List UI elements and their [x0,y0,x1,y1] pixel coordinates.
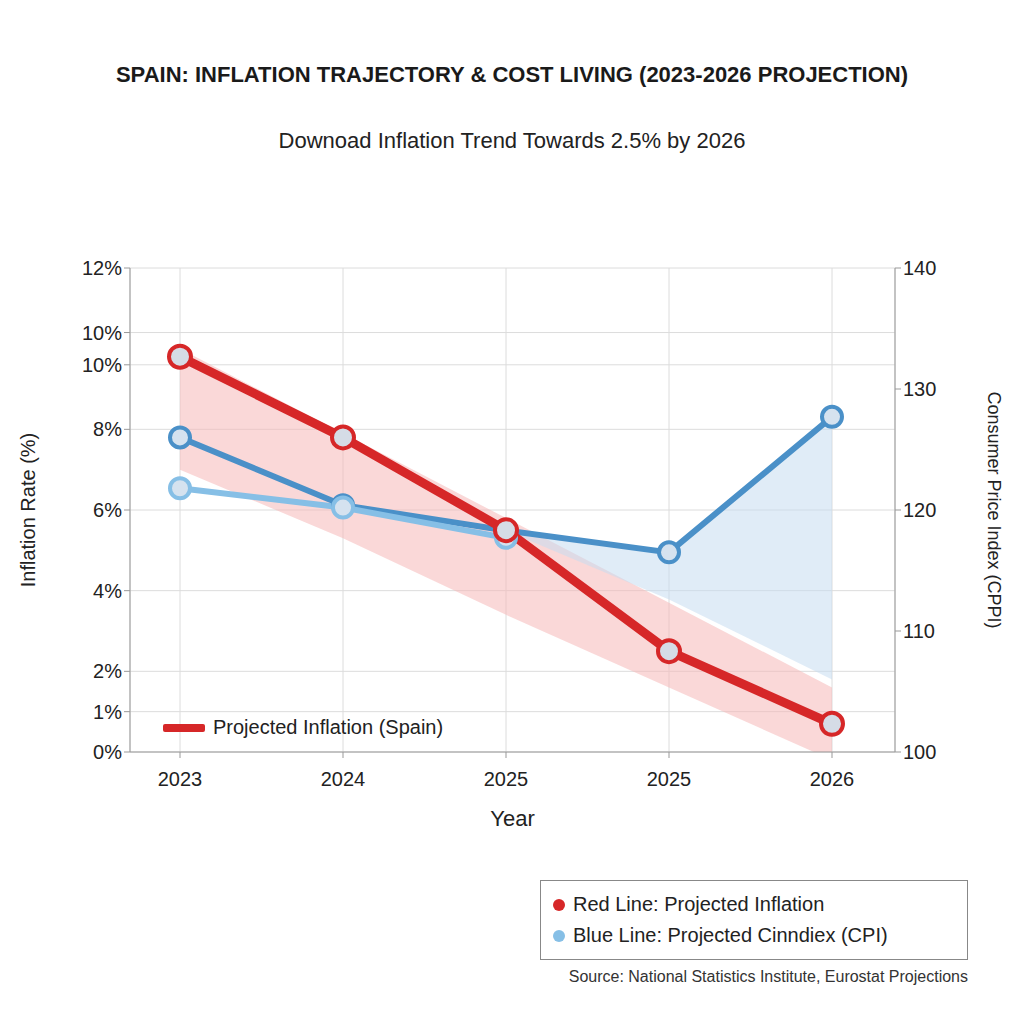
svg-text:10%: 10% [82,354,122,376]
svg-text:100: 100 [903,741,936,763]
svg-text:2025: 2025 [484,768,529,790]
html-text:Projected Inflation (Spain): Projected Inflation (Spain) [213,716,444,738]
svg-text:140: 140 [903,257,936,279]
svg-text:120: 120 [903,499,936,521]
svg-text:12%: 12% [82,257,122,279]
svg-text:2023: 2023 [158,768,203,790]
svg-text:Consumer Price Index (CPPI): Consumer Price Index (CPPI) [984,391,1004,628]
svg-text:2025: 2025 [647,768,692,790]
svg-text:110: 110 [903,620,935,642]
svg-text:8%: 8% [93,418,122,440]
svg-text:130: 130 [903,378,936,400]
svg-text:2%: 2% [93,660,122,682]
html-text:Blue Line: Projected Cinndiex: Blue Line: Projected Cinndiex (CPI) [573,924,888,946]
svg-text:4%: 4% [93,580,122,602]
svg-text:0%: 0% [93,741,122,763]
svg-text:6%: 6% [93,499,122,521]
svg-text:Year: Year [490,806,534,831]
html-text:Downoad Inflation Trend Toward: Downoad Inflation Trend Towards 2.5% by … [278,128,746,153]
svg-text:1%: 1% [93,701,122,723]
html-text:SPAIN: INFLATION TRAJECTORY &: SPAIN: INFLATION TRAJECTORY & COST LIVIN… [115,62,909,87]
html-text:Red Line: Projected Inflation: Red Line: Projected Inflation [573,893,825,915]
svg-text:Inflation Rate (%): Inflation Rate (%) [17,433,39,588]
svg-text:10%: 10% [82,322,122,344]
html-text:Source: National Statistics In: Source: National Statistics Institute, E… [568,968,968,985]
svg-text:2026: 2026 [810,768,855,790]
svg-text:2024: 2024 [321,768,366,790]
